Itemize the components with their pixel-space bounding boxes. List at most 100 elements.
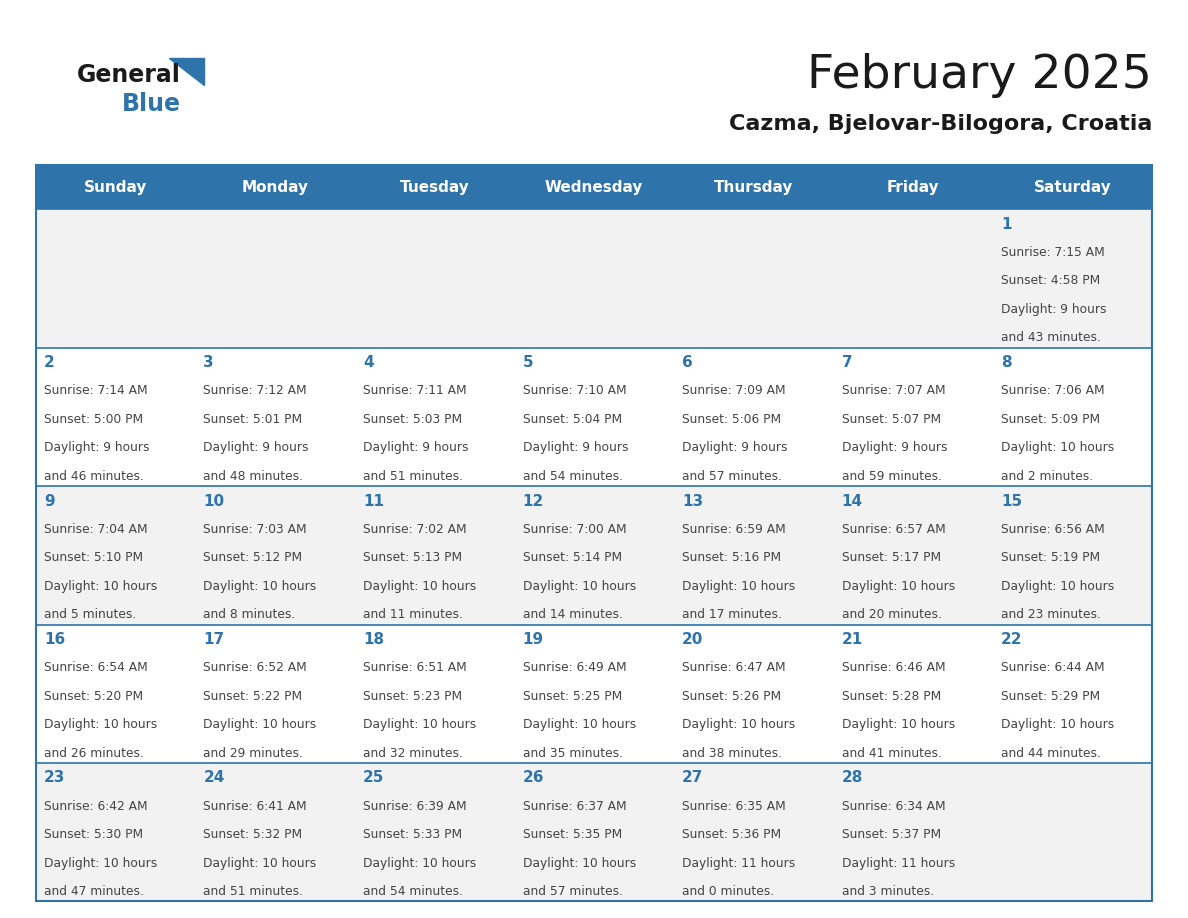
Text: and 54 minutes.: and 54 minutes. <box>523 470 623 483</box>
Text: Daylight: 10 hours: Daylight: 10 hours <box>841 580 955 593</box>
Text: Sunrise: 6:35 AM: Sunrise: 6:35 AM <box>682 800 785 812</box>
Text: Sunrise: 7:03 AM: Sunrise: 7:03 AM <box>203 523 308 536</box>
Text: Sunrise: 6:46 AM: Sunrise: 6:46 AM <box>841 661 946 675</box>
Polygon shape <box>169 58 204 85</box>
Text: and 11 minutes.: and 11 minutes. <box>364 609 463 621</box>
Text: Sunset: 5:32 PM: Sunset: 5:32 PM <box>203 828 303 841</box>
Text: Daylight: 9 hours: Daylight: 9 hours <box>364 442 468 454</box>
Text: Sunset: 5:23 PM: Sunset: 5:23 PM <box>364 689 462 703</box>
Text: Sunrise: 7:04 AM: Sunrise: 7:04 AM <box>44 523 147 536</box>
Text: Sunset: 5:03 PM: Sunset: 5:03 PM <box>364 413 462 426</box>
Text: and 57 minutes.: and 57 minutes. <box>682 470 782 483</box>
Text: Daylight: 9 hours: Daylight: 9 hours <box>44 442 150 454</box>
Text: Daylight: 10 hours: Daylight: 10 hours <box>523 580 636 593</box>
Text: Sunrise: 6:57 AM: Sunrise: 6:57 AM <box>841 523 946 536</box>
Text: Sunrise: 7:06 AM: Sunrise: 7:06 AM <box>1001 385 1105 397</box>
Text: Sunrise: 6:41 AM: Sunrise: 6:41 AM <box>203 800 308 812</box>
Text: 17: 17 <box>203 632 225 647</box>
Text: Sunrise: 7:11 AM: Sunrise: 7:11 AM <box>364 385 467 397</box>
Text: Sunrise: 6:54 AM: Sunrise: 6:54 AM <box>44 661 147 675</box>
Text: Sunset: 5:35 PM: Sunset: 5:35 PM <box>523 828 621 841</box>
Text: 20: 20 <box>682 632 703 647</box>
Text: and 14 minutes.: and 14 minutes. <box>523 609 623 621</box>
Text: and 54 minutes.: and 54 minutes. <box>364 885 463 898</box>
Text: Sunrise: 7:07 AM: Sunrise: 7:07 AM <box>841 385 946 397</box>
Text: and 26 minutes.: and 26 minutes. <box>44 746 144 760</box>
Text: 19: 19 <box>523 632 544 647</box>
Text: Sunrise: 6:51 AM: Sunrise: 6:51 AM <box>364 661 467 675</box>
Text: and 3 minutes.: and 3 minutes. <box>841 885 934 898</box>
Text: 14: 14 <box>841 494 862 509</box>
Text: Sunday: Sunday <box>83 180 147 195</box>
Text: Sunset: 5:36 PM: Sunset: 5:36 PM <box>682 828 782 841</box>
Text: and 8 minutes.: and 8 minutes. <box>203 609 296 621</box>
Text: 3: 3 <box>203 355 214 370</box>
Text: Sunset: 5:04 PM: Sunset: 5:04 PM <box>523 413 621 426</box>
Text: 5: 5 <box>523 355 533 370</box>
Text: 12: 12 <box>523 494 544 509</box>
Text: Thursday: Thursday <box>714 180 794 195</box>
Text: and 0 minutes.: and 0 minutes. <box>682 885 775 898</box>
Text: 18: 18 <box>364 632 384 647</box>
Text: Daylight: 10 hours: Daylight: 10 hours <box>841 718 955 732</box>
Text: Sunset: 5:12 PM: Sunset: 5:12 PM <box>203 552 303 565</box>
Text: 7: 7 <box>841 355 852 370</box>
Text: Sunrise: 6:56 AM: Sunrise: 6:56 AM <box>1001 523 1105 536</box>
Text: 2: 2 <box>44 355 55 370</box>
Text: Sunrise: 7:02 AM: Sunrise: 7:02 AM <box>364 523 467 536</box>
Text: and 23 minutes.: and 23 minutes. <box>1001 609 1101 621</box>
Text: and 32 minutes.: and 32 minutes. <box>364 746 463 760</box>
Text: Daylight: 10 hours: Daylight: 10 hours <box>44 856 157 869</box>
Text: and 41 minutes.: and 41 minutes. <box>841 746 941 760</box>
Text: and 43 minutes.: and 43 minutes. <box>1001 331 1101 344</box>
Text: Daylight: 10 hours: Daylight: 10 hours <box>523 856 636 869</box>
Text: Daylight: 10 hours: Daylight: 10 hours <box>203 856 317 869</box>
Text: and 38 minutes.: and 38 minutes. <box>682 746 782 760</box>
Text: Sunrise: 7:14 AM: Sunrise: 7:14 AM <box>44 385 147 397</box>
Text: Saturday: Saturday <box>1034 180 1112 195</box>
Text: Sunrise: 7:10 AM: Sunrise: 7:10 AM <box>523 385 626 397</box>
Text: 23: 23 <box>44 770 65 786</box>
Text: 10: 10 <box>203 494 225 509</box>
Text: Daylight: 10 hours: Daylight: 10 hours <box>682 718 795 732</box>
Text: Sunset: 5:20 PM: Sunset: 5:20 PM <box>44 689 143 703</box>
Text: Daylight: 11 hours: Daylight: 11 hours <box>841 856 955 869</box>
Text: Monday: Monday <box>241 180 309 195</box>
Text: 28: 28 <box>841 770 862 786</box>
Text: Sunrise: 6:49 AM: Sunrise: 6:49 AM <box>523 661 626 675</box>
Text: Sunrise: 6:39 AM: Sunrise: 6:39 AM <box>364 800 467 812</box>
Text: Sunset: 5:25 PM: Sunset: 5:25 PM <box>523 689 621 703</box>
Text: Sunrise: 7:00 AM: Sunrise: 7:00 AM <box>523 523 626 536</box>
Text: 1: 1 <box>1001 217 1012 231</box>
Text: General: General <box>77 63 181 87</box>
Text: Friday: Friday <box>886 180 940 195</box>
Text: 24: 24 <box>203 770 225 786</box>
Text: and 5 minutes.: and 5 minutes. <box>44 609 137 621</box>
Text: and 44 minutes.: and 44 minutes. <box>1001 746 1101 760</box>
Text: 9: 9 <box>44 494 55 509</box>
Text: Sunrise: 6:52 AM: Sunrise: 6:52 AM <box>203 661 308 675</box>
Text: Sunset: 5:16 PM: Sunset: 5:16 PM <box>682 552 782 565</box>
Text: 26: 26 <box>523 770 544 786</box>
Text: Daylight: 9 hours: Daylight: 9 hours <box>203 442 309 454</box>
Text: Wednesday: Wednesday <box>545 180 643 195</box>
Text: and 47 minutes.: and 47 minutes. <box>44 885 144 898</box>
Text: 21: 21 <box>841 632 862 647</box>
Text: Daylight: 10 hours: Daylight: 10 hours <box>523 718 636 732</box>
Text: Sunset: 5:09 PM: Sunset: 5:09 PM <box>1001 413 1100 426</box>
Text: Sunset: 5:19 PM: Sunset: 5:19 PM <box>1001 552 1100 565</box>
Bar <box>36 209 1152 348</box>
Bar <box>36 165 1152 901</box>
Text: Sunset: 5:29 PM: Sunset: 5:29 PM <box>1001 689 1100 703</box>
Text: and 2 minutes.: and 2 minutes. <box>1001 470 1093 483</box>
Text: and 51 minutes.: and 51 minutes. <box>203 885 303 898</box>
Text: Daylight: 10 hours: Daylight: 10 hours <box>44 718 157 732</box>
Text: Sunrise: 6:42 AM: Sunrise: 6:42 AM <box>44 800 147 812</box>
Text: Sunset: 5:06 PM: Sunset: 5:06 PM <box>682 413 782 426</box>
Text: Sunset: 5:22 PM: Sunset: 5:22 PM <box>203 689 303 703</box>
Text: 16: 16 <box>44 632 65 647</box>
Text: Tuesday: Tuesday <box>399 180 469 195</box>
Text: Sunset: 5:07 PM: Sunset: 5:07 PM <box>841 413 941 426</box>
Text: Sunset: 5:10 PM: Sunset: 5:10 PM <box>44 552 143 565</box>
Text: 22: 22 <box>1001 632 1023 647</box>
